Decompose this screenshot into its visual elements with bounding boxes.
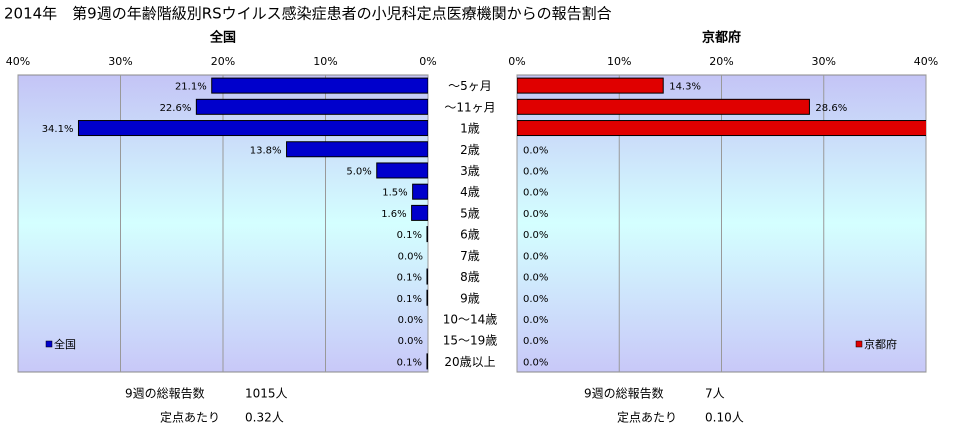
x-tick-label: 20%: [211, 55, 235, 68]
data-label: 28.6%: [815, 103, 847, 114]
chart-title: 2014年 第9週の年齢階級別RSウイルス感染症患者の小児科定点医療機関からの報…: [4, 5, 612, 23]
data-label: 0.1%: [397, 273, 422, 284]
subplot-title: 京都府: [702, 30, 741, 46]
data-label: 0.0%: [523, 336, 548, 347]
x-tick-label: 10%: [607, 55, 631, 68]
data-label: 22.6%: [160, 103, 192, 114]
data-label: 0.1%: [397, 357, 422, 368]
data-label: 0.1%: [397, 230, 422, 241]
category-label: 3歳: [460, 164, 480, 178]
bars: [517, 77, 926, 137]
legend-label: 全国: [54, 337, 76, 351]
data-label: 0.0%: [398, 251, 423, 262]
bar: [211, 77, 428, 94]
x-tick-label: 40%: [914, 55, 938, 68]
bar: [195, 98, 428, 115]
category-label: 9歳: [460, 291, 480, 305]
data-label: 0.0%: [523, 315, 548, 326]
bar: [412, 183, 428, 200]
data-label: 0.0%: [523, 230, 548, 241]
category-label: 5歳: [460, 206, 480, 220]
note-value: 1015人: [245, 387, 288, 401]
note-label: 定点あたり: [160, 410, 220, 425]
data-label: 14.3%: [669, 82, 701, 93]
note-value: 0.10人: [705, 411, 744, 425]
data-label: 0.0%: [523, 209, 548, 220]
bar: [517, 77, 664, 94]
bar: [286, 141, 428, 158]
category-label: 6歳: [460, 228, 480, 242]
bars: [77, 77, 428, 370]
bar: [376, 162, 428, 179]
data-label: 0.0%: [523, 357, 548, 368]
data-label: 0.0%: [523, 145, 548, 156]
data-label: 0.0%: [523, 166, 548, 177]
data-label: 5.0%: [346, 166, 371, 177]
x-tick-label: 30%: [812, 55, 836, 68]
subplot-title: 全国: [209, 30, 236, 46]
bar: [517, 98, 810, 115]
data-label: 1.5%: [382, 188, 407, 199]
data-label: 0.0%: [523, 294, 548, 305]
x-tick-label: 30%: [108, 55, 132, 68]
bar: [426, 289, 428, 306]
data-label: 0.0%: [398, 336, 423, 347]
category-label: 8歳: [460, 270, 480, 284]
category-label: 20歳以上: [444, 355, 495, 369]
data-label: 21.1%: [175, 82, 207, 93]
legend-swatch: [855, 340, 863, 348]
category-label: 1歳: [460, 122, 480, 136]
category-label: 4歳: [460, 185, 480, 199]
x-tick-label: 40%: [6, 55, 30, 68]
data-label: 0.0%: [523, 188, 548, 199]
data-label: 34.1%: [42, 124, 74, 135]
data-label: 0.0%: [523, 273, 548, 284]
bar: [77, 120, 428, 137]
data-label: 13.8%: [250, 145, 282, 156]
category-label: 10～14歳: [443, 312, 498, 326]
x-tick-label: 10%: [313, 55, 337, 68]
x-tick-label: 20%: [709, 55, 733, 68]
data-label: 0.0%: [398, 315, 423, 326]
x-tick-label: 0%: [508, 55, 525, 68]
bar: [517, 120, 926, 137]
data-label: 1.6%: [381, 209, 406, 220]
bar: [426, 226, 428, 243]
note-label: 9週の総報告数: [584, 386, 664, 401]
note-value: 0.32人: [245, 411, 284, 425]
bar: [426, 353, 428, 370]
category-label: 7歳: [460, 249, 480, 263]
note-value: 7人: [705, 387, 725, 401]
x-tick-label: 0%: [419, 55, 436, 68]
category-label: 15～19歳: [443, 334, 498, 348]
category-label: ～11ヶ月: [444, 100, 495, 114]
category-label: ～5ヶ月: [448, 79, 492, 93]
bar: [426, 268, 428, 285]
bar: [411, 204, 428, 221]
category-label: 2歳: [460, 143, 480, 157]
note-label: 9週の総報告数: [125, 386, 205, 401]
legend-label: 京都府: [864, 337, 897, 351]
legend-swatch: [45, 340, 53, 348]
data-label: 0.1%: [397, 294, 422, 305]
data-label: 0.0%: [523, 251, 548, 262]
note-label: 定点あたり: [617, 410, 677, 425]
